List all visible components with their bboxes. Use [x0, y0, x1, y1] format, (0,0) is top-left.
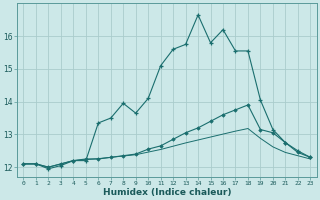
X-axis label: Humidex (Indice chaleur): Humidex (Indice chaleur): [103, 188, 231, 197]
